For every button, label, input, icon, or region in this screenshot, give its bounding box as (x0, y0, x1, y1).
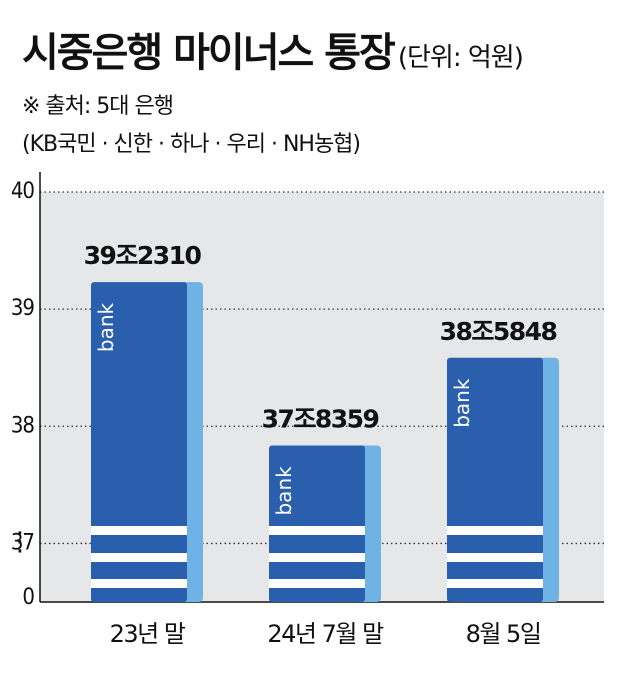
bar-value-label: 39조2310 (84, 241, 202, 270)
bar-stripe (91, 526, 187, 535)
bar-stripe (447, 526, 543, 535)
bar (447, 357, 543, 602)
bar-value-label: 37조8359 (262, 405, 379, 434)
bar-stripe (447, 553, 543, 562)
y-tick-label: 0 (22, 585, 34, 610)
bar (269, 445, 365, 602)
bar-stripe (269, 526, 365, 535)
bar (91, 282, 187, 602)
x-tick-label: 24년 7월 말 (267, 620, 384, 648)
bar-stripe (447, 579, 543, 588)
bar-stripe (269, 579, 365, 588)
x-tick-label: 8월 5일 (466, 620, 541, 648)
y-tick-label: 38 (11, 413, 35, 438)
chart-source-banks: (KB국민 · 신한 · 하나 · 우리 · NH농협) (22, 132, 361, 157)
y-tick-label: 39 (11, 296, 35, 321)
chart-unit: (단위: 억원) (397, 43, 524, 73)
bar-value-label: 38조5848 (440, 317, 557, 346)
bar-bank-text: bank (94, 302, 118, 352)
bar-bank-text: bank (450, 378, 474, 428)
bar-stripe (91, 579, 187, 588)
bar-stripe (91, 553, 187, 562)
chart-title: 시중은행 마이너스 통장 (22, 30, 396, 76)
bar-stripe (269, 553, 365, 562)
x-tick-label: 23년 말 (110, 620, 186, 648)
chart-source: ※ 출처: 5대 은행 (22, 94, 174, 119)
chart-title-row: 시중은행 마이너스 통장 (단위: 억원) (22, 20, 524, 78)
y-tick-label: 40 (11, 179, 35, 204)
axis-break-symbol: ⋮ (7, 527, 33, 557)
bar-bank-text: bank (272, 466, 296, 516)
y-tick-label: 37 (11, 530, 34, 555)
